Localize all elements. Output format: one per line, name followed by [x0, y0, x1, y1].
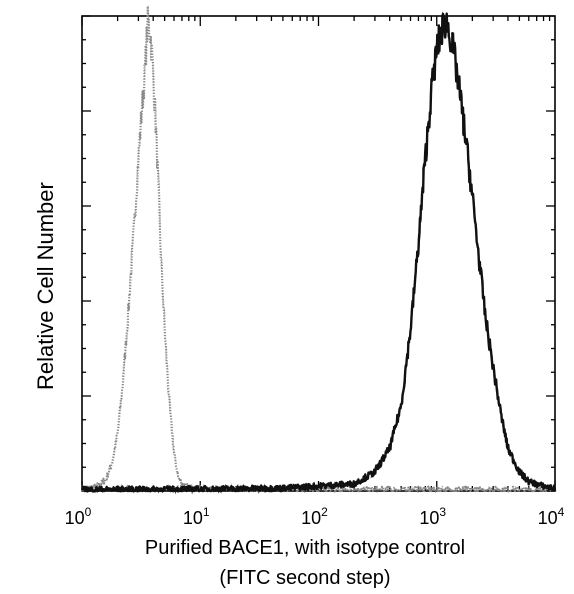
x-tick-label: 101 — [183, 505, 210, 528]
series-line-texture — [81, 5, 556, 495]
x-axis-title-line1: Purified BACE1, with isotype control — [144, 537, 466, 559]
y-axis-title: Relative Cell Number — [33, 182, 58, 390]
x-tick-label: 102 — [301, 505, 328, 528]
series-layer — [80, 5, 557, 495]
x-tick-label: 104 — [538, 505, 565, 528]
series-line — [80, 5, 557, 493]
series-line-texture — [81, 11, 557, 495]
x-tick-label: 103 — [419, 505, 446, 528]
x-tick-label: 100 — [65, 505, 92, 528]
series-isotype-control — [80, 5, 557, 495]
x-axis-title-line2: (FITC second step) — [219, 567, 391, 589]
x-axis-tick-labels: 100 101 102 103 104 — [65, 505, 565, 528]
series-bace1 — [80, 11, 557, 495]
